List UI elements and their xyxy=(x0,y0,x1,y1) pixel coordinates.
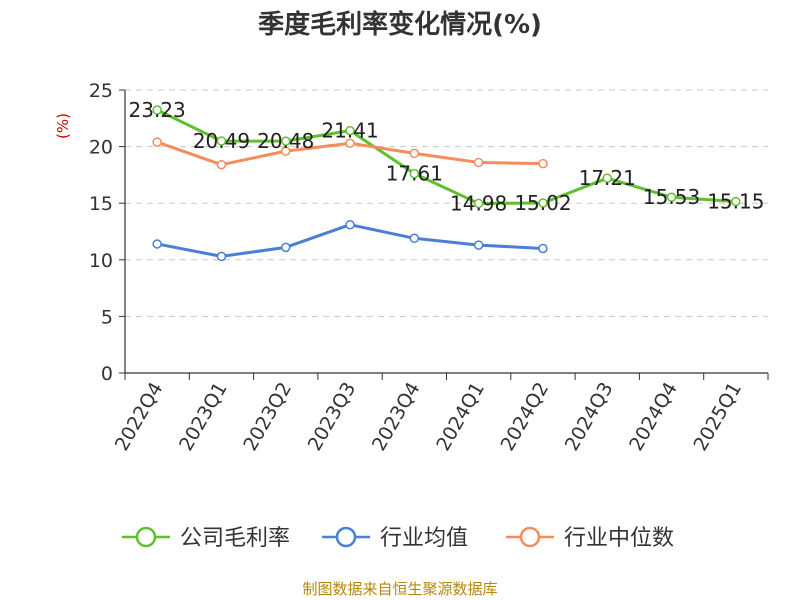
x-tick-label-2025Q1: 2025Q1 xyxy=(689,379,746,455)
point-0-2024Q3 xyxy=(602,173,612,183)
point-0-2023Q2 xyxy=(281,136,291,146)
legend-label-0: 公司毛利率 xyxy=(180,526,290,551)
point-2-2023Q4 xyxy=(409,148,420,159)
point-1-2024Q1 xyxy=(473,240,484,250)
x-tick-label-2024Q1: 2024Q1 xyxy=(432,379,489,455)
x-tick-label-2023Q3: 2023Q3 xyxy=(304,379,361,455)
series-line-1 xyxy=(156,223,544,258)
legend-marker-1 xyxy=(335,526,357,548)
data-label-2023Q3: 21.41 xyxy=(321,119,378,143)
point-0-2025Q1 xyxy=(731,196,741,207)
point-0-2024Q1 xyxy=(473,198,484,209)
legend-marker-2 xyxy=(519,526,541,548)
x-tick-label-2023Q2: 2023Q2 xyxy=(239,379,296,455)
legend-item-1[interactable]: 行业均值 xyxy=(322,526,468,551)
point-2-2023Q3 xyxy=(345,138,355,148)
point-1-2024Q2 xyxy=(538,243,548,254)
y-tick-label-15: 15 xyxy=(89,193,113,215)
point-0-2024Q2 xyxy=(538,198,548,208)
axes: 0 5 10 15 20 25 2022Q4 2023Q1 2023Q2 2023Q3 2023Q4… xyxy=(89,80,769,455)
data-label-2023Q2: 20.48 xyxy=(257,129,314,153)
y-tick-label-25: 25 xyxy=(89,80,113,102)
y-axis-unit: (%) xyxy=(54,113,72,139)
point-2-2023Q1 xyxy=(216,159,227,170)
grid-lines xyxy=(125,89,768,317)
data-label-2025Q1: 15.15 xyxy=(707,190,764,214)
y-tick-label-10: 10 xyxy=(89,250,113,272)
series-0 xyxy=(152,105,741,209)
data-label-2023Q4: 17.61 xyxy=(386,162,443,186)
data-label-2024Q1: 14.98 xyxy=(450,191,507,215)
y-tick-label-5: 5 xyxy=(101,306,113,328)
point-1-2023Q4 xyxy=(409,233,420,244)
x-tick-label-2024Q3: 2024Q3 xyxy=(561,379,618,455)
point-0-2023Q1 xyxy=(216,136,227,146)
data-label-2024Q3: 17.21 xyxy=(579,166,636,190)
series-line-0 xyxy=(156,108,736,205)
point-1-2023Q3 xyxy=(345,219,355,230)
x-tick-label-2024Q2: 2024Q2 xyxy=(497,379,554,455)
legend-item-2[interactable]: 行业中位数 xyxy=(506,526,674,551)
legend-item-0[interactable]: 公司毛利率 xyxy=(122,526,290,551)
point-0-2023Q4 xyxy=(409,168,420,179)
data-label-2024Q4: 15.53 xyxy=(643,185,700,209)
data-label-2022Q4: 23.23 xyxy=(129,98,186,122)
series-layer xyxy=(152,105,741,262)
data-label-2024Q2: 15.02 xyxy=(514,191,571,215)
point-1-2023Q1 xyxy=(216,251,227,262)
x-tick-label-2024Q4: 2024Q4 xyxy=(625,379,682,455)
series-1 xyxy=(152,219,548,262)
y-tick-label-20: 20 xyxy=(89,137,113,159)
source-note: 制图数据来自恒生聚源数据库 xyxy=(302,580,497,598)
point-2-2022Q4 xyxy=(152,137,162,147)
series-2 xyxy=(152,137,548,170)
x-tick-label-2023Q4: 2023Q4 xyxy=(368,379,425,455)
legend-label-1: 行业均值 xyxy=(380,526,468,551)
legend-label-2: 行业中位数 xyxy=(564,526,674,551)
chart-title: 季度毛利率变化情况(%) xyxy=(258,9,542,40)
legend-marker-0 xyxy=(135,526,157,548)
point-0-2024Q4 xyxy=(666,192,677,202)
x-tick-label-2023Q1: 2023Q1 xyxy=(175,379,232,455)
point-2-2024Q2 xyxy=(538,158,548,169)
y-tick-label-0: 0 xyxy=(101,363,113,385)
point-2-2023Q2 xyxy=(281,146,291,156)
data-labels: 23.23 20.49 20.48 21.41 17.61 14.98 15.02 17.21… xyxy=(129,98,765,215)
point-0-2023Q3 xyxy=(345,125,355,136)
point-1-2023Q2 xyxy=(281,242,291,253)
point-2-2024Q1 xyxy=(473,157,484,168)
x-tick-label-2022Q4: 2022Q4 xyxy=(111,379,168,455)
legend[interactable]: 公司毛利率 行业均值 行业中位数 xyxy=(122,526,674,551)
data-label-2023Q1: 20.49 xyxy=(193,129,250,153)
point-1-2022Q4 xyxy=(152,239,162,249)
point-0-2022Q4 xyxy=(152,105,162,115)
